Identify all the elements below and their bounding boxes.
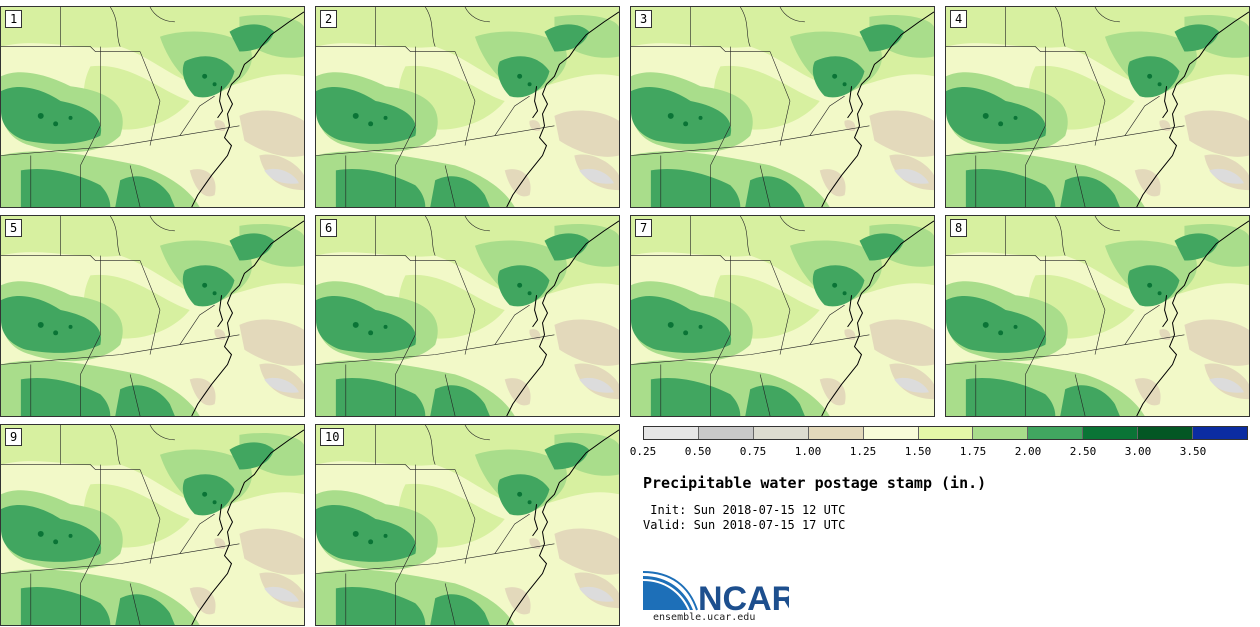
colorbar-swatch: [698, 427, 754, 439]
panel-number: 6: [320, 219, 338, 237]
ncar-logo-text: NCAR: [698, 580, 789, 614]
precipitable-water-map: [1, 7, 304, 207]
ncar-url: ensemble.ucar.edu: [653, 612, 756, 623]
precipitable-water-map: [1, 216, 304, 416]
map-panel: 8: [945, 215, 1250, 417]
colorbar-tick-label: 2.50: [1069, 445, 1097, 458]
map-panel: 6: [315, 215, 620, 417]
map-panel: 1: [0, 6, 305, 208]
precipitable-water-map: [316, 216, 619, 416]
colorbar-tick-label: 1.50: [904, 445, 932, 458]
map-panel: 9: [0, 424, 305, 626]
map-panel: 3: [630, 6, 935, 208]
valid-time: Valid: Sun 2018-07-15 17 UTC: [643, 518, 846, 532]
colorbar-tick-label: 3.00: [1124, 445, 1152, 458]
colorbar-swatch: [753, 427, 809, 439]
precipitable-water-map: [316, 7, 619, 207]
precipitable-water-map: [631, 216, 934, 416]
map-panel: 7: [630, 215, 935, 417]
colorbar-tick-label: 0.25: [629, 445, 657, 458]
precipitable-water-map: [1, 425, 304, 625]
map-panel: 4: [945, 6, 1250, 208]
colorbar-swatch: [1083, 427, 1139, 439]
colorbar-tick-label: 3.50: [1179, 445, 1207, 458]
panel-number: 8: [950, 219, 968, 237]
init-time: Init: Sun 2018-07-15 12 UTC: [643, 503, 846, 517]
ncar-logo: NCAR: [643, 571, 789, 614]
precipitable-water-map: [946, 7, 1249, 207]
panel-number: 3: [635, 10, 653, 28]
colorbar: [643, 426, 1248, 440]
colorbar-swatch: [808, 427, 864, 439]
panel-number: 2: [320, 10, 338, 28]
colorbar-swatch: [1193, 427, 1247, 439]
panel-number: 10: [320, 428, 345, 446]
colorbar-swatch: [918, 427, 974, 439]
panel-number: 7: [635, 219, 653, 237]
precipitable-water-map: [946, 216, 1249, 416]
colorbar-swatch: [644, 427, 699, 439]
colorbar-tick-label: 1.25: [849, 445, 877, 458]
colorbar-swatch: [863, 427, 919, 439]
map-panel: 10: [315, 424, 620, 626]
precipitable-water-map: [631, 7, 934, 207]
panel-number: 9: [5, 428, 23, 446]
colorbar-tick-label: 1.75: [959, 445, 987, 458]
map-panel: 2: [315, 6, 620, 208]
ncar-logo-icon: [643, 576, 693, 610]
colorbar-tick-label: 1.00: [794, 445, 822, 458]
colorbar-ticks: 0.25 0.50 0.75 1.00 1.25 1.50 1.75 2.00 2.50 3.00…: [0, 445, 1260, 459]
colorbar-swatch: [973, 427, 1029, 439]
panel-number: 4: [950, 10, 968, 28]
colorbar-tick-label: 0.75: [739, 445, 767, 458]
map-panel: 5: [0, 215, 305, 417]
colorbar-swatch: [1138, 427, 1194, 439]
colorbar-tick-label: 2.00: [1014, 445, 1042, 458]
legend-title: Precipitable water postage stamp (in.): [643, 474, 987, 492]
colorbar-swatch: [1028, 427, 1084, 439]
panel-number: 5: [5, 219, 23, 237]
panel-number: 1: [5, 10, 23, 28]
colorbar-tick-label: 0.50: [684, 445, 712, 458]
precipitable-water-map: [316, 425, 619, 625]
